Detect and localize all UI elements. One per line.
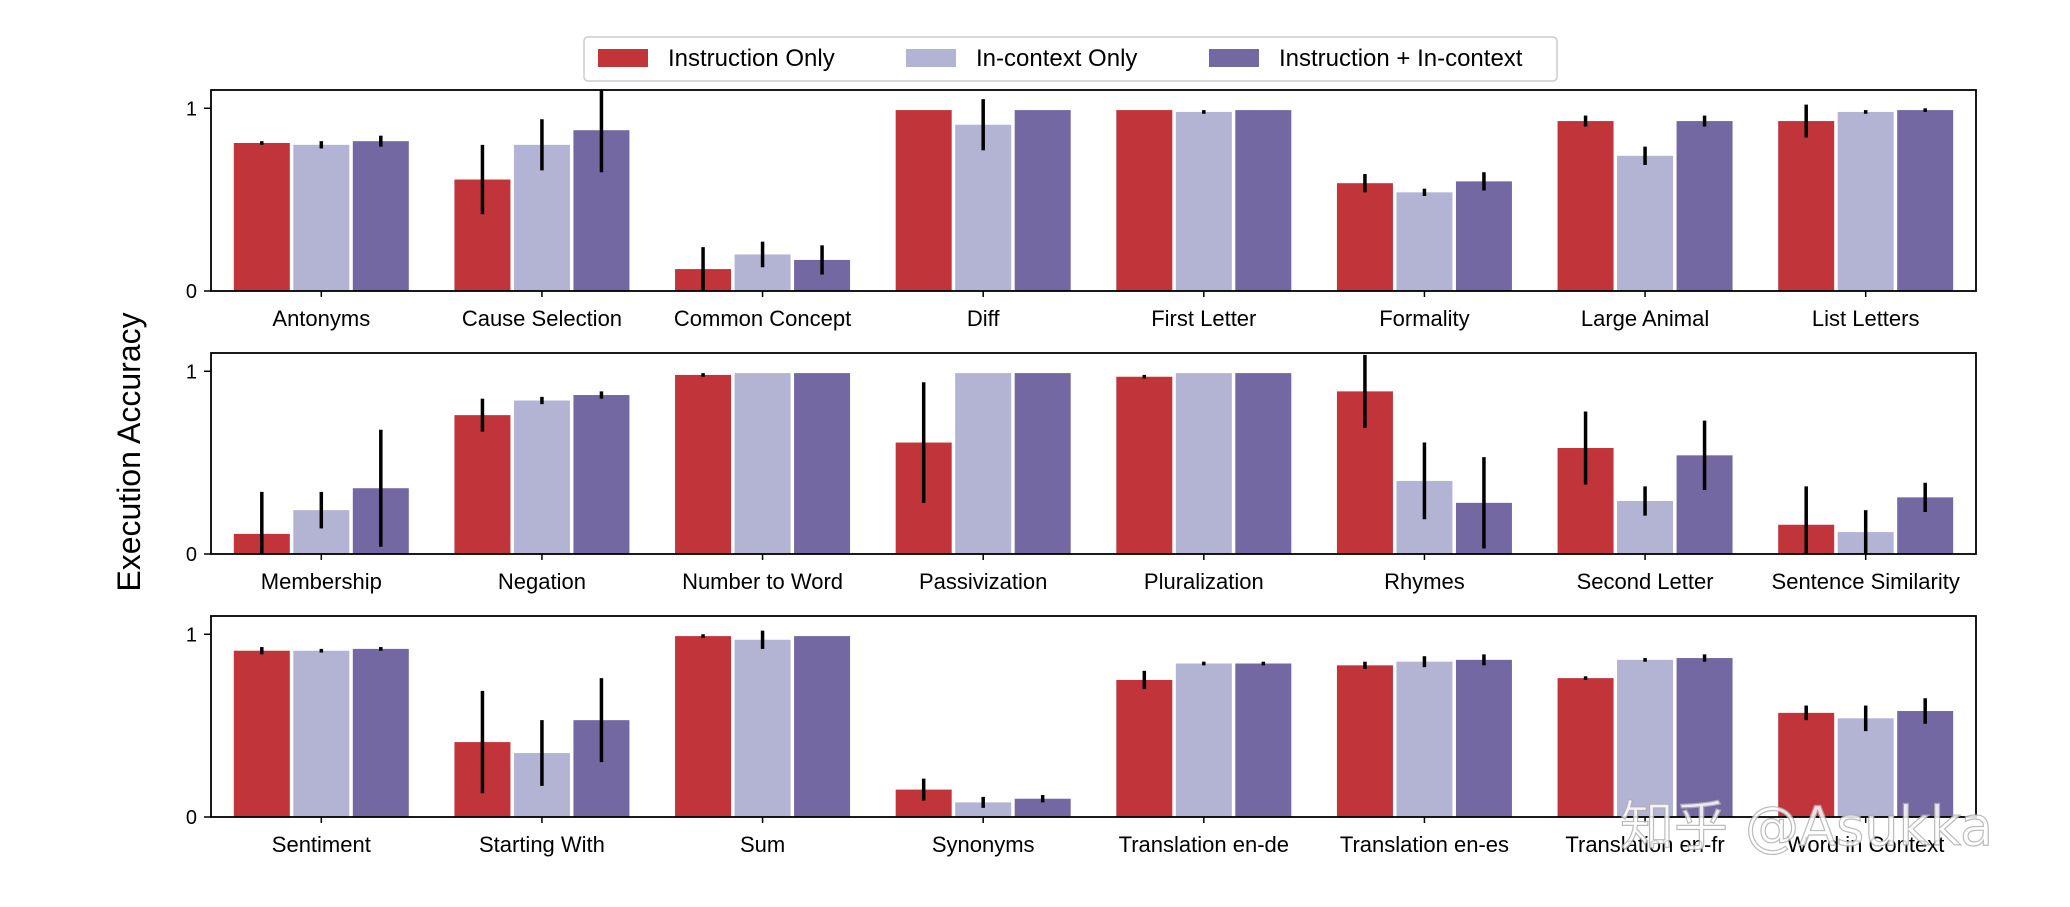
category-label: Translation en-es [1340,832,1509,857]
bar [1396,192,1453,291]
bar [1235,663,1292,817]
panel: 0 1 Sentiment Starting With Sum Synonyms Trans… [186,615,1977,857]
bar [1778,712,1835,817]
category-label: First Letter [1151,306,1256,331]
y-tick-label: 1 [186,624,197,646]
category-label: Sentence Similarity [1772,569,1960,594]
watermark: 知乎 @Asukka [1620,795,1993,858]
bar [454,415,511,554]
bar [1116,679,1173,817]
category-label: Translation en-fr [1565,832,1724,857]
bar [233,650,290,817]
category-label: Word in Context [1787,832,1944,857]
category-label: Membership [261,569,382,594]
bar [734,373,791,554]
bar [1778,121,1835,292]
legend-swatch [1209,49,1259,67]
category-label: Passivization [919,569,1047,594]
bar [1175,663,1232,817]
legend-entry: Instruction + In-context [1279,45,1523,72]
y-tick-label: 0 [186,807,197,829]
bar [675,636,732,817]
bar [1617,659,1674,817]
bar [352,141,409,291]
category-label: Large Animal [1581,306,1709,331]
bar [1336,665,1393,817]
legend-entry: Instruction Only [668,45,835,72]
bar [1396,661,1453,817]
category-label: Negation [498,569,586,594]
bar [1455,181,1512,291]
category-label: Starting With [479,832,605,857]
bar [675,374,732,554]
y-tick-label: 0 [186,544,197,566]
y-tick-label: 1 [186,361,197,383]
y-tick-label: 0 [186,281,197,303]
category-label: Number to Word [682,569,843,594]
bar [1116,110,1173,291]
legend-entry: In-context Only [976,45,1137,72]
bar [955,802,1012,817]
category-label: Common Concept [674,306,851,331]
bar [1014,798,1071,817]
bar [513,400,570,554]
bar [1014,373,1071,554]
bar [1175,373,1232,554]
bar [1557,678,1614,817]
panel-frame [210,89,1977,292]
category-label: Cause Selection [462,306,622,331]
bar [233,142,290,291]
bar [1235,373,1292,554]
panel-frame [210,352,1977,555]
bar [955,373,1012,554]
bar [1837,718,1894,817]
category-label: Translation en-de [1119,832,1289,857]
category-label: Antonyms [272,306,370,331]
bar [1676,121,1733,292]
bar [1455,659,1512,817]
category-label: Sum [740,832,785,857]
bar [1557,121,1614,292]
category-label: Sentiment [272,832,371,857]
bar [1175,111,1232,291]
y-tick-label: 1 [186,98,197,120]
bar [1897,110,1954,291]
legend-swatch [906,49,956,67]
category-label: Formality [1379,306,1469,331]
panel-frame [210,615,1977,818]
bar [734,639,791,817]
chart-panels: 0 1 Antonyms Cause Selection Common Concept D… [186,89,1977,857]
bar [293,650,350,817]
bar [1014,110,1071,291]
panel: 0 1 Antonyms Cause Selection Common Concept D… [186,89,1977,331]
bar [794,373,851,554]
category-label: Rhymes [1384,569,1465,594]
bar [573,395,630,554]
bar [293,144,350,291]
category-label: List Letters [1812,306,1920,331]
category-label: Pluralization [1144,569,1264,594]
legend-frame [583,36,1558,82]
bar [794,636,851,817]
legend: Instruction Only In-context Only Instructi… [583,36,1558,82]
panel: 0 1 Membership Negation Number to Word Passiv… [186,352,1977,594]
y-axis-label: Execution Accuracy [111,312,147,591]
bar [352,648,409,817]
bar [1617,155,1674,291]
category-label: Second Letter [1577,569,1714,594]
bar [895,110,952,291]
bar [955,124,1012,291]
bar [1837,111,1894,291]
bar [1676,658,1733,817]
bar [1235,110,1292,291]
category-label: Synonyms [932,832,1035,857]
bar [1897,711,1954,817]
bar [1116,376,1173,554]
bar [1336,183,1393,291]
legend-swatch [598,49,648,67]
category-label: Diff [967,306,1000,331]
